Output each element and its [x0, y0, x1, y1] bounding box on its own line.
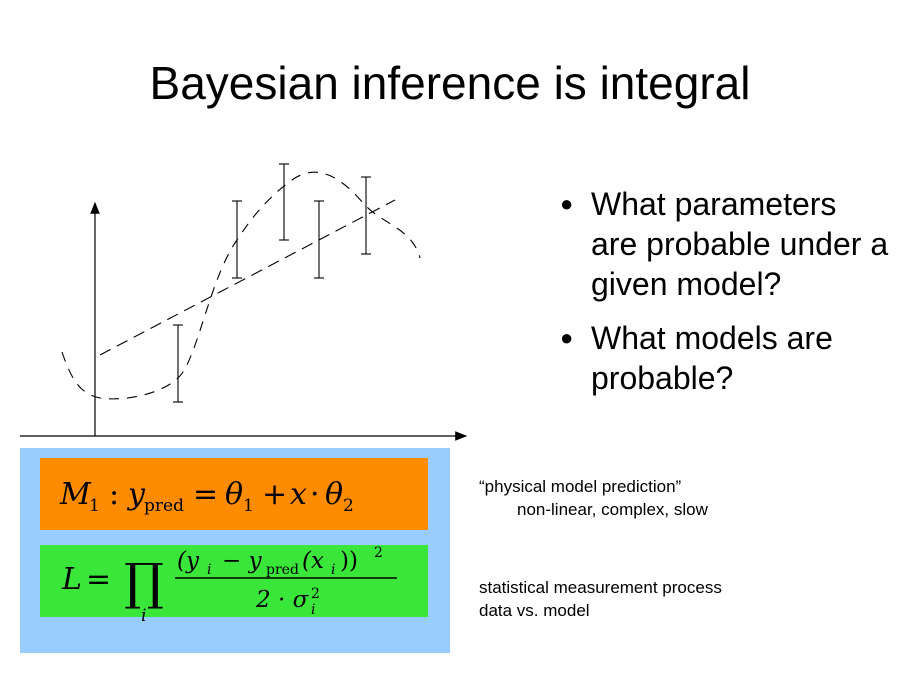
svg-text:1: 1 — [243, 496, 254, 516]
svg-text:i: i — [207, 562, 211, 578]
svg-text:(y: (y — [177, 548, 200, 574]
error-bar — [232, 200, 242, 279]
model-note: “physical model prediction” non-linear, … — [479, 475, 708, 521]
svg-text:pred: pred — [144, 496, 184, 516]
svg-text:2: 2 — [374, 545, 383, 561]
svg-text:(x: (x — [302, 548, 324, 574]
likelihood-formula-box: L = ∏ i (y i − y pred (x i )) 2 2 · σ 2 … — [40, 545, 428, 625]
formula-panel: M 1 : y pred = θ 1 + x · θ 2 L = ∏ i — [20, 448, 450, 653]
bullet-icon: ● — [560, 191, 574, 216]
linear-model-curve — [99, 199, 396, 356]
error-bar — [279, 163, 289, 241]
svg-text:i: i — [311, 602, 315, 618]
model-formula-box: M 1 : y pred = θ 1 + x · θ 2 — [40, 458, 428, 530]
svg-text:=: = — [86, 562, 111, 597]
model-note-label: “physical model prediction” — [479, 477, 682, 496]
svg-text:2: 2 — [343, 496, 354, 516]
svg-text:y: y — [126, 477, 146, 512]
svg-text:L: L — [61, 562, 82, 597]
likelihood-formula: L = ∏ i (y i − y pred (x i )) 2 2 · σ 2 … — [61, 545, 397, 625]
bullet-icon: ● — [560, 325, 574, 350]
model-note-detail: non-linear, complex, slow — [517, 500, 708, 519]
model-formula: M 1 : y pred = θ 1 + x · θ 2 — [59, 477, 354, 516]
svg-text:M: M — [59, 477, 92, 512]
bullet-item: ● What models are probable? — [560, 318, 890, 398]
error-bar — [361, 176, 371, 255]
svg-text:)): )) — [340, 548, 358, 574]
svg-text:1: 1 — [89, 496, 100, 516]
svg-text:pred: pred — [266, 562, 299, 578]
svg-text::: : — [109, 477, 119, 512]
svg-text:θ: θ — [325, 477, 343, 512]
error-bar — [173, 324, 183, 403]
svg-text:θ: θ — [225, 477, 243, 512]
svg-text:=: = — [193, 477, 218, 512]
slide-title: Bayesian inference is integral — [149, 57, 751, 109]
svg-text:− y: − y — [222, 548, 263, 574]
svg-text:i: i — [331, 562, 335, 578]
bullet-text: What models are probable? — [591, 320, 833, 396]
svg-text:·: · — [310, 477, 320, 512]
svg-text:+: + — [262, 477, 287, 512]
svg-text:x: x — [290, 477, 307, 512]
svg-text:∏: ∏ — [124, 553, 164, 611]
likelihood-note-label: statistical measurement process — [479, 578, 722, 597]
bullet-list: ● What parameters are probable under a g… — [560, 184, 890, 412]
bullet-item: ● What parameters are probable under a g… — [560, 184, 890, 304]
bullet-text: What parameters are probable under a giv… — [591, 186, 889, 302]
svg-text:2: 2 — [311, 586, 320, 602]
likelihood-note-detail: data vs. model — [479, 601, 590, 620]
likelihood-note: statistical measurement process data vs.… — [479, 576, 722, 622]
svg-text:i: i — [141, 606, 146, 625]
svg-text:2 · σ: 2 · σ — [255, 587, 310, 613]
error-bar — [314, 200, 324, 279]
